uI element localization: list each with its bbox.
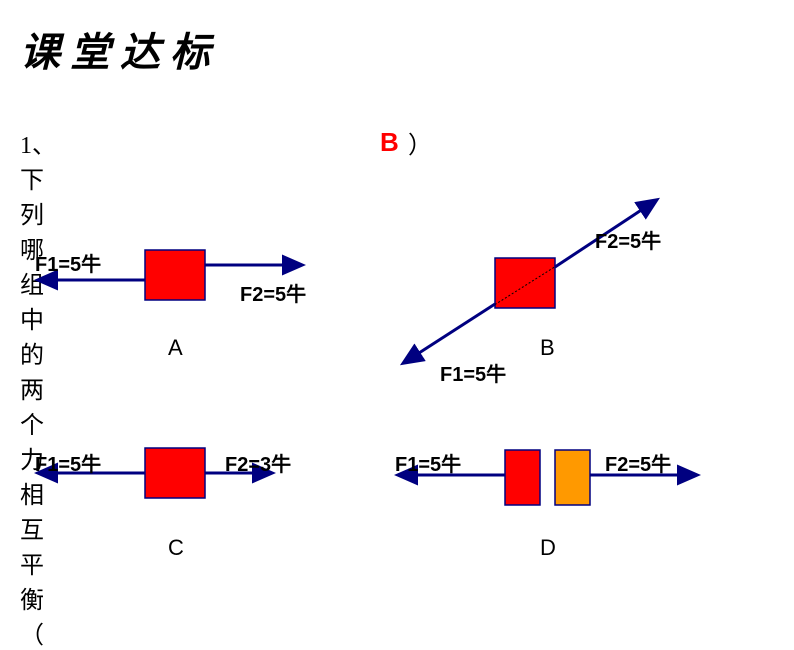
option-label: A bbox=[168, 335, 183, 361]
option-label: C bbox=[168, 535, 184, 561]
option-label: B bbox=[540, 335, 555, 361]
force-label: F2=5牛 bbox=[240, 278, 306, 307]
force-label: F2=3牛 bbox=[225, 448, 291, 477]
force-label: F1=5牛 bbox=[35, 248, 101, 277]
force-label: F1=5牛 bbox=[395, 448, 461, 477]
force-label: F1=5牛 bbox=[440, 358, 506, 387]
force-label: F2=5牛 bbox=[605, 448, 671, 477]
force-label: F1=5牛 bbox=[35, 448, 101, 477]
diagram-canvas bbox=[0, 0, 794, 596]
force-label: F2=5牛 bbox=[595, 225, 661, 254]
option-label: D bbox=[540, 535, 556, 561]
